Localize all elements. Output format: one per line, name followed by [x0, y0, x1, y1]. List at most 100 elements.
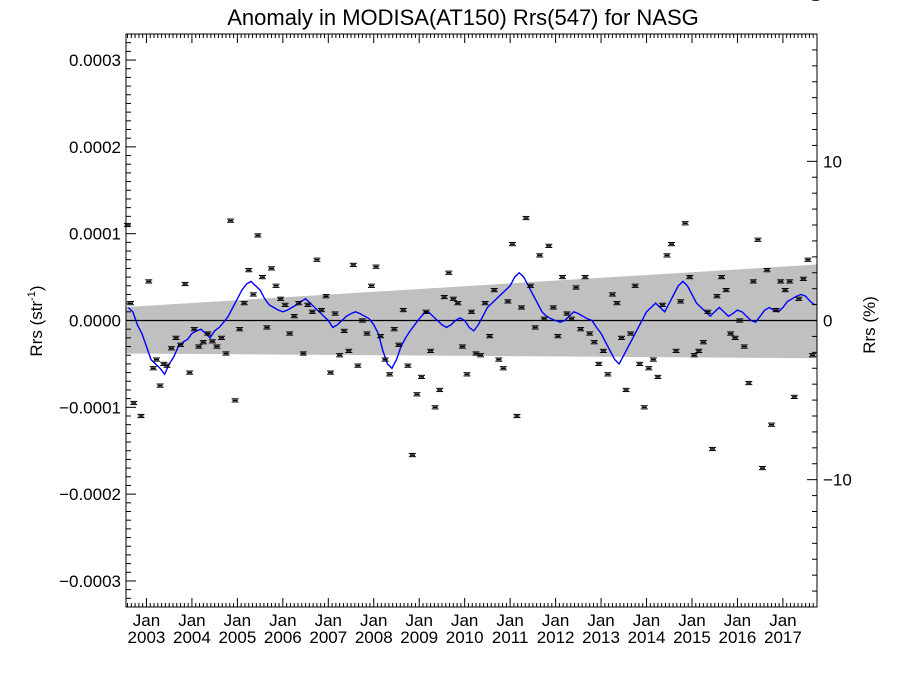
data-point [145, 279, 153, 284]
data-point [777, 279, 785, 284]
data-point [690, 353, 698, 358]
x-axis: Jan2003Jan2004Jan2005Jan2006Jan2007Jan20… [127, 34, 818, 647]
data-point [740, 344, 748, 349]
data-point [313, 257, 321, 262]
y-tick-label: −0.0001 [59, 398, 121, 417]
x-tick-label-year: 2004 [173, 628, 211, 647]
x-tick-label-year: 2010 [446, 628, 484, 647]
data-point [495, 357, 503, 362]
data-point [708, 446, 716, 452]
data-point [299, 351, 307, 356]
data-point [722, 288, 730, 293]
data-point [731, 335, 739, 340]
data-point [636, 361, 644, 367]
data-point [417, 374, 425, 380]
data-point [404, 363, 412, 368]
y-axis-title-left: Rrs (str-1) [26, 285, 46, 356]
data-point [395, 342, 403, 347]
data-point [408, 452, 416, 458]
data-point [481, 301, 489, 306]
data-point [340, 328, 348, 334]
data-point [545, 243, 553, 248]
data-point [236, 327, 244, 332]
data-point [222, 351, 230, 356]
data-point [363, 331, 371, 336]
data-point [727, 331, 735, 336]
data-point [272, 283, 280, 288]
series-line [127, 271, 816, 376]
data-point [772, 307, 780, 313]
y-tick-label: −0.0003 [59, 572, 121, 591]
data-point [808, 353, 816, 358]
data-point [381, 357, 389, 362]
y-axis-title-left-main: Rrs (str [27, 301, 46, 357]
data-point [536, 253, 544, 258]
data-point [181, 281, 189, 287]
data-point [217, 335, 225, 340]
y-tick-label: −0.0002 [59, 485, 121, 504]
data-point [518, 305, 526, 310]
data-point [586, 331, 594, 336]
x-tick-label-year: 2005 [218, 628, 256, 647]
data-point [558, 274, 566, 280]
data-point [758, 465, 766, 471]
data-point [245, 268, 253, 273]
data-point [386, 372, 394, 377]
data-point [486, 334, 494, 339]
data-point [804, 257, 812, 262]
data-point [608, 292, 616, 297]
data-point [527, 283, 535, 288]
data-point [231, 398, 239, 403]
y-tick-label: 0.0002 [69, 138, 121, 157]
data-point [763, 268, 771, 273]
x-tick-label-month: Jan [360, 611, 387, 630]
data-point [490, 288, 498, 293]
x-tick-label-year: 2008 [355, 628, 393, 647]
data-point [290, 314, 298, 319]
data-point [195, 344, 203, 349]
x-tick-label-month: Jan [269, 611, 296, 630]
data-point [572, 285, 580, 290]
data-point [186, 370, 194, 375]
data-point [699, 340, 707, 345]
data-point [213, 344, 221, 349]
x-tick-label-month: Jan [633, 611, 660, 630]
x-tick-label-year: 2017 [764, 628, 802, 647]
y2-tick-label: 10 [823, 152, 842, 171]
y-tick-label: 0.0001 [69, 225, 121, 244]
data-point [681, 221, 689, 226]
x-tick-label-year: 2009 [400, 628, 438, 647]
data-point [581, 274, 589, 280]
data-point [499, 366, 507, 371]
y-axis-left: 0.0003 0.0002 0.0001 0.0000 −0.0001 −0.0002 −0… [59, 33, 136, 608]
data-point [167, 346, 175, 351]
data-point [304, 302, 312, 307]
data-point [130, 400, 138, 406]
data-point [267, 266, 275, 271]
data-point [549, 305, 557, 310]
data-point [422, 309, 430, 314]
data-point [358, 318, 366, 323]
data-point [152, 357, 160, 362]
data-point [540, 316, 548, 321]
data-point [354, 363, 362, 368]
data-point [618, 335, 626, 340]
x-tick-label-month: Jan [587, 611, 614, 630]
data-point [590, 340, 598, 345]
data-point [663, 253, 671, 258]
data-point [468, 309, 475, 314]
data-point [295, 301, 303, 306]
y-axis-title-right: Rrs (%) [860, 296, 879, 354]
data-point [677, 299, 685, 304]
x-tick-label-month: Jan [178, 611, 205, 630]
data-point [399, 307, 407, 313]
data-point [563, 311, 571, 316]
y-axis-title-left-close: ) [27, 285, 46, 291]
data-point [508, 242, 516, 247]
data-point [745, 380, 753, 386]
data-point [199, 340, 207, 345]
data-point [463, 372, 471, 377]
data-point [595, 361, 603, 367]
data-point [640, 405, 648, 410]
data-point [554, 334, 562, 339]
